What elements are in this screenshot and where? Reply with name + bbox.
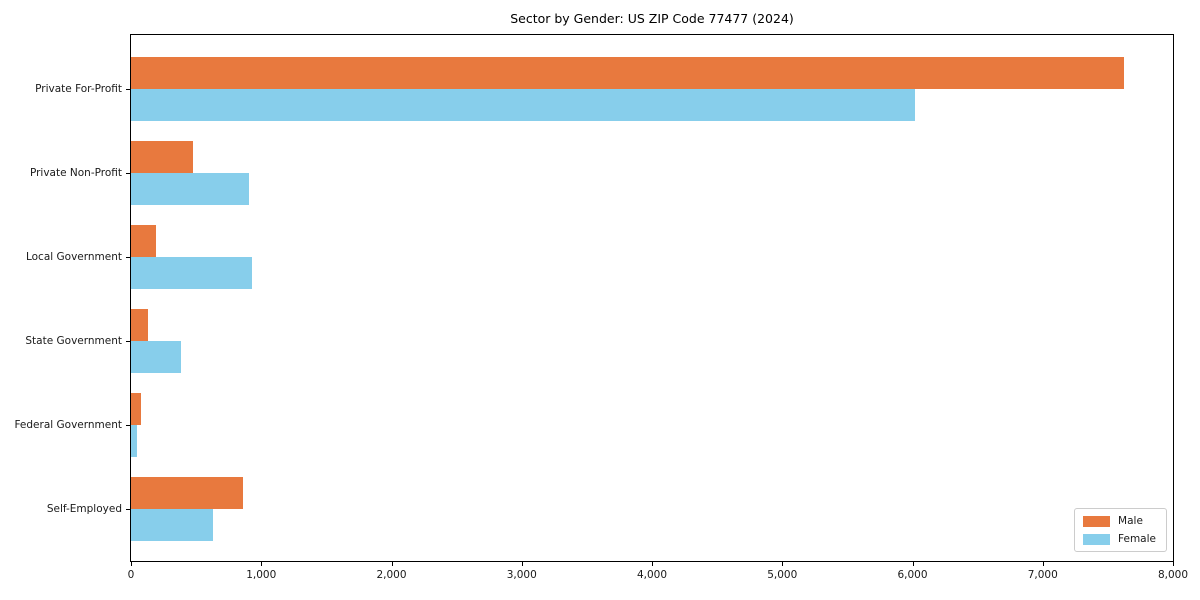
x-tick-label-8000: 8,000 bbox=[1157, 569, 1189, 581]
y-tick-label-self-employed: Self-Employed bbox=[46, 503, 122, 515]
legend-label-male: Male bbox=[1118, 515, 1143, 527]
x-tick-6000 bbox=[912, 561, 914, 566]
legend: Male Female bbox=[1074, 508, 1167, 552]
plot-area: Private For-Profit Private Non-Profit Loca… bbox=[14, 34, 1188, 581]
x-tick-0 bbox=[131, 561, 132, 566]
bar-local-government-male bbox=[131, 225, 156, 257]
y-tick-federal-government bbox=[126, 425, 131, 426]
y-tick-label-local-government: Local Government bbox=[25, 251, 122, 263]
y-tick-label-private-non-profit: Private Non-Profit bbox=[29, 167, 122, 179]
x-tick-label-1000: 1,000 bbox=[246, 569, 277, 581]
bar-federal-government-male bbox=[131, 393, 141, 425]
bar-self-employed-male bbox=[131, 477, 243, 509]
x-tick-label-6000: 6,000 bbox=[897, 569, 928, 581]
bar-self-employed-female bbox=[131, 509, 214, 541]
x-tick-label-7000: 7,000 bbox=[1027, 569, 1058, 581]
x-tick-8000 bbox=[1173, 561, 1174, 566]
y-tick-label-private-for-profit: Private For-Profit bbox=[35, 83, 122, 95]
bar-private-for-profit-female bbox=[131, 89, 916, 121]
x-tick-label-2000: 2,000 bbox=[376, 569, 407, 581]
x-tick-5000 bbox=[782, 561, 784, 566]
x-tick-3000 bbox=[521, 561, 523, 566]
x-tick-label-5000: 5,000 bbox=[767, 569, 798, 581]
bar-private-for-profit-male bbox=[131, 57, 1124, 89]
y-tick-label-state-government: State Government bbox=[25, 335, 122, 347]
bar-federal-government-female bbox=[131, 425, 137, 457]
x-tick-label-3000: 3,000 bbox=[506, 569, 537, 581]
x-tick-4000 bbox=[652, 561, 653, 566]
bar-state-government-female bbox=[131, 341, 182, 373]
y-tick-private-non-profit bbox=[126, 173, 131, 174]
bar-state-government-male bbox=[131, 309, 148, 341]
legend-swatch-male bbox=[1083, 515, 1111, 527]
x-tick-label-0: 0 bbox=[127, 569, 135, 581]
bar-private-non-profit-male bbox=[131, 141, 193, 173]
bar-local-government-female bbox=[131, 257, 253, 289]
x-tick-2000 bbox=[391, 561, 393, 566]
y-tick-label-federal-government: Federal Government bbox=[14, 419, 122, 431]
y-tick-self-employed bbox=[126, 509, 131, 510]
x-tick-1000 bbox=[261, 561, 263, 566]
chart-title: Sector by Gender: US ZIP Code 77477 (202… bbox=[510, 11, 794, 26]
bar-private-non-profit-female bbox=[131, 173, 249, 205]
x-tick-label-4000: 4,000 bbox=[636, 569, 668, 581]
legend-item-male: Male bbox=[1083, 515, 1156, 527]
legend-label-female: Female bbox=[1118, 533, 1156, 545]
y-tick-state-government bbox=[126, 341, 131, 342]
legend-item-female: Female bbox=[1083, 533, 1156, 545]
x-tick-7000 bbox=[1042, 561, 1044, 566]
y-tick-local-government bbox=[126, 257, 131, 258]
y-tick-private-for-profit bbox=[126, 89, 131, 90]
legend-swatch-female bbox=[1083, 533, 1111, 545]
